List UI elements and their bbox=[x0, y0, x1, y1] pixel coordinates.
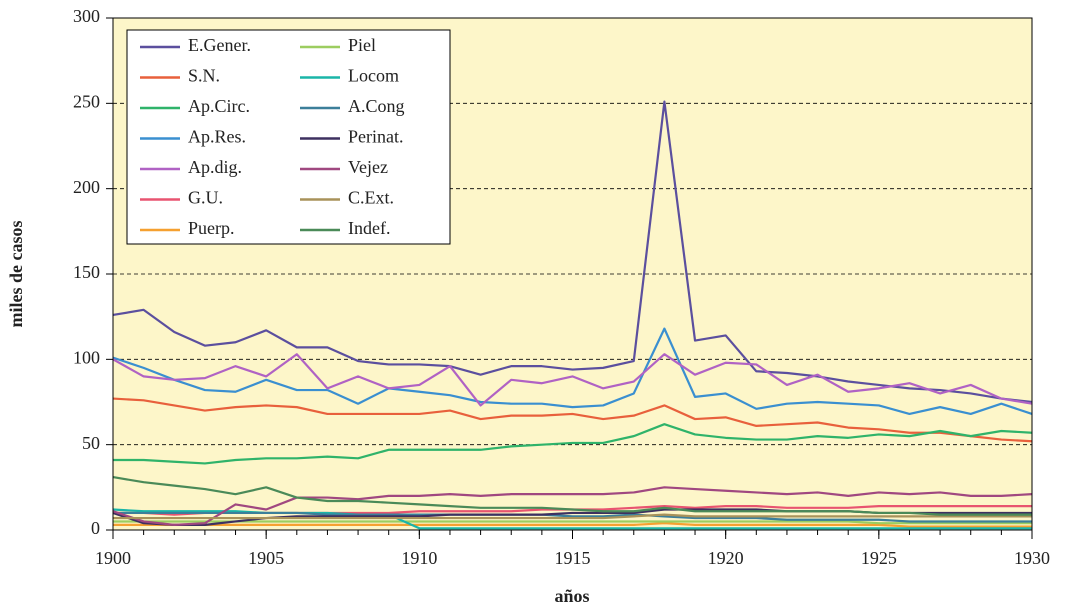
legend-label: Piel bbox=[348, 35, 376, 55]
x-tick-label: 1900 bbox=[95, 548, 131, 568]
x-tick-label: 1915 bbox=[555, 548, 591, 568]
y-tick-label: 150 bbox=[73, 262, 100, 282]
series-line bbox=[112, 327, 1033, 416]
series-line bbox=[113, 522, 1032, 528]
series-line bbox=[113, 511, 1032, 523]
series-line bbox=[112, 486, 1033, 526]
series-line bbox=[112, 100, 1033, 404]
series-line bbox=[113, 513, 1032, 520]
x-tick-label: 1930 bbox=[1014, 548, 1050, 568]
y-axis-title: miles de casos bbox=[6, 221, 26, 328]
plot-frame bbox=[112, 17, 1033, 531]
legend-label: C.Ext. bbox=[348, 188, 394, 208]
y-tick-label: 300 bbox=[73, 6, 100, 26]
series-line bbox=[113, 423, 1033, 465]
legend-label: Puerp. bbox=[188, 218, 235, 238]
x-tick-label: 1925 bbox=[861, 548, 897, 568]
legend-label: Locom bbox=[348, 66, 399, 86]
legend-label: A.Cong bbox=[348, 96, 405, 116]
y-tick-label: 50 bbox=[82, 433, 100, 453]
series-line bbox=[113, 520, 1032, 525]
legend-label: S.N. bbox=[188, 66, 220, 86]
series-line bbox=[112, 353, 1033, 407]
series-line bbox=[112, 476, 1032, 516]
y-tick-label: 200 bbox=[73, 177, 100, 197]
legend-label: Ap.Res. bbox=[188, 127, 246, 147]
x-axis-title: años bbox=[554, 586, 589, 606]
legend-label: Ap.Circ. bbox=[188, 96, 250, 116]
legend-label: G.U. bbox=[188, 188, 223, 208]
x-tick-label: 1905 bbox=[248, 548, 284, 568]
legend-label: Ap.dig. bbox=[188, 157, 242, 177]
legend-label: E.Gener. bbox=[188, 35, 251, 55]
x-tick-label: 1920 bbox=[708, 548, 744, 568]
y-tick-label: 0 bbox=[91, 518, 100, 538]
legend-label: Vejez bbox=[348, 157, 388, 177]
legend-label: Indef. bbox=[348, 218, 390, 238]
legend-label: Perinat. bbox=[348, 127, 404, 147]
series-line bbox=[112, 397, 1033, 443]
x-tick-label: 1910 bbox=[401, 548, 437, 568]
legend-box bbox=[126, 29, 451, 245]
y-tick-label: 250 bbox=[73, 91, 100, 111]
y-tick-label: 100 bbox=[73, 347, 100, 367]
